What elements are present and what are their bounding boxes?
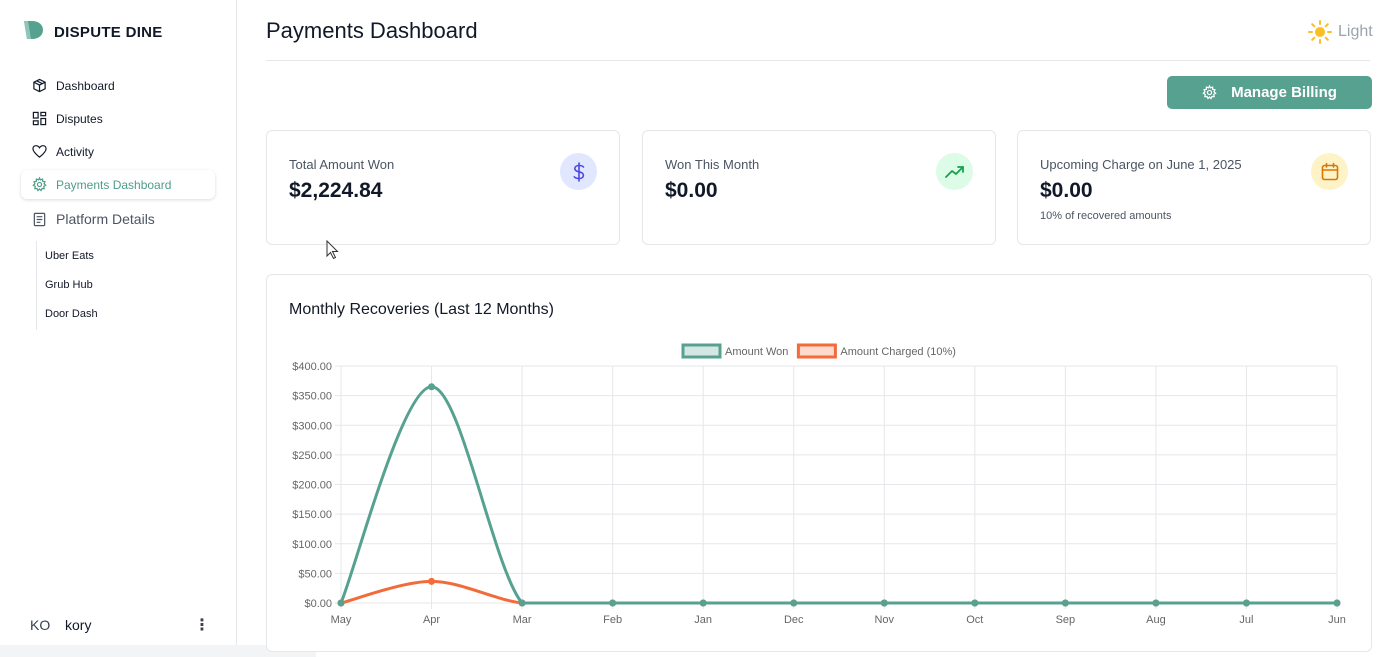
data-point-amount-won: [699, 599, 707, 607]
y-tick-label: $100.00: [292, 539, 332, 551]
legend-swatch-amount-won: [681, 343, 722, 359]
mouse-cursor-icon: [326, 240, 339, 260]
theme-toggle[interactable]: Light: [1308, 20, 1373, 44]
x-tick-label: Jun: [1328, 614, 1346, 626]
grid-icon: [32, 111, 47, 126]
trending-up-icon: [936, 153, 973, 190]
sidebar: DISPUTE DINE Dashboard Disputes Activity: [0, 0, 237, 657]
sidebar-nav: Dashboard Disputes Activity Payments Das…: [21, 71, 215, 235]
sidebar-section-label: Platform Details: [56, 211, 155, 227]
document-icon: [33, 212, 46, 226]
sidebar-subitem-door-dash[interactable]: Door Dash: [45, 307, 98, 320]
y-tick-label: $0.00: [304, 598, 332, 610]
data-point-amount-won: [518, 599, 526, 607]
series-line-amount-charged-10: [340, 579, 1337, 605]
user-name: kory: [65, 617, 92, 633]
data-point-amount-won: [1152, 599, 1160, 607]
data-point-amount-won: [1242, 599, 1250, 607]
data-point-amount-won: [790, 599, 798, 607]
sidebar-item-dashboard[interactable]: Dashboard: [21, 71, 215, 100]
y-tick-label: $400.00: [292, 361, 332, 373]
platform-sub-nav: Uber Eats Grub Hub Door Dash: [36, 241, 98, 330]
x-tick-label: Sep: [1056, 614, 1076, 626]
stat-card-label: Won This Month: [665, 157, 760, 172]
x-tick-label: Jul: [1239, 614, 1253, 626]
brand-logo-icon: [22, 19, 44, 46]
x-tick-label: May: [331, 614, 352, 626]
sidebar-section-platform-details[interactable]: Platform Details: [21, 203, 215, 235]
monthly-recoveries-chart: $0.00 $50.00 $100.00 $150.00 $200.00 $250.00 $…: [292, 343, 1346, 626]
bottom-strip: [0, 645, 316, 657]
heart-icon: [32, 145, 47, 158]
manage-billing-button[interactable]: Manage Billing: [1167, 76, 1372, 109]
sidebar-item-payments-dashboard[interactable]: Payments Dashboard: [21, 170, 215, 199]
brand-name: DISPUTE DINE: [54, 24, 163, 41]
stat-card-won-this-month: Won This Month $0.00: [642, 130, 996, 245]
data-point-amount-won: [337, 599, 345, 607]
gear-icon: [1202, 85, 1217, 100]
cube-icon: [33, 78, 46, 93]
legend-label-amount-charged-10: Amount Charged (10%): [840, 346, 956, 358]
data-point-amount-won: [880, 599, 888, 607]
page-title: Payments Dashboard: [266, 18, 478, 43]
more-vertical-icon[interactable]: ⋮: [194, 617, 210, 634]
stat-card-label: Total Amount Won: [289, 157, 395, 172]
x-tick-label: Nov: [874, 614, 894, 626]
x-tick-label: Aug: [1146, 614, 1166, 626]
stat-card-label: Upcoming Charge on June 1, 2025: [1040, 157, 1242, 172]
x-tick-label: Apr: [423, 614, 440, 626]
x-tick-label: Feb: [603, 614, 622, 626]
chart-title: Monthly Recoveries (Last 12 Months): [289, 301, 554, 318]
sidebar-item-activity[interactable]: Activity: [21, 137, 215, 166]
stat-card-total-won: Total Amount Won $2,224.84: [266, 130, 620, 245]
manage-billing-label: Manage Billing: [1231, 84, 1337, 101]
dollar-icon: [560, 153, 597, 190]
calendar-icon: [1311, 153, 1348, 190]
user-profile[interactable]: KO kory ⋮: [30, 614, 210, 636]
avatar: KO: [30, 617, 51, 633]
legend-swatch-amount-charged-10: [796, 343, 837, 359]
stat-card-value: $0.00: [665, 179, 718, 202]
y-tick-label: $250.00: [292, 450, 332, 462]
data-point-amount-won: [428, 383, 436, 391]
y-tick-label: $50.00: [298, 568, 332, 580]
sidebar-item-disputes[interactable]: Disputes: [21, 104, 215, 133]
stat-card-value: $0.00: [1040, 179, 1093, 202]
x-tick-label: Jan: [694, 614, 712, 626]
y-tick-label: $350.00: [292, 391, 332, 403]
stat-card-upcoming-charge: Upcoming Charge on June 1, 2025 $0.00 10…: [1017, 130, 1371, 245]
data-point-amount-won: [1061, 599, 1069, 607]
header-divider: [266, 60, 1370, 61]
data-point-amount-charged-10: [428, 577, 436, 585]
sidebar-item-label: Dashboard: [56, 78, 115, 93]
sidebar-item-label: Activity: [56, 144, 95, 159]
theme-label: Light: [1338, 23, 1373, 40]
x-tick-label: Mar: [513, 614, 532, 626]
x-tick-label: Oct: [966, 614, 983, 626]
y-tick-label: $200.00: [292, 480, 332, 492]
sidebar-item-label: Payments Dashboard: [56, 177, 172, 192]
sidebar-item-label: Disputes: [56, 111, 103, 126]
y-tick-label: $150.00: [292, 509, 332, 521]
data-point-amount-won: [971, 599, 979, 607]
gear-icon: [32, 177, 47, 192]
data-point-amount-won: [1333, 599, 1341, 607]
data-point-amount-won: [609, 599, 617, 607]
brand[interactable]: DISPUTE DINE: [22, 19, 163, 46]
sun-icon: [1308, 20, 1332, 44]
stat-card-note: 10% of recovered amounts: [1040, 210, 1172, 222]
y-tick-label: $300.00: [292, 420, 332, 432]
sidebar-subitem-grub-hub[interactable]: Grub Hub: [45, 278, 93, 291]
legend-label-amount-won: Amount Won: [725, 346, 788, 358]
monthly-recoveries-card: Monthly Recoveries (Last 12 Months) $0.0…: [266, 274, 1372, 652]
series-line-amount-won: [339, 385, 1337, 605]
sidebar-subitem-uber-eats[interactable]: Uber Eats: [45, 249, 94, 262]
stat-card-value: $2,224.84: [289, 179, 383, 202]
x-tick-label: Dec: [784, 614, 804, 626]
